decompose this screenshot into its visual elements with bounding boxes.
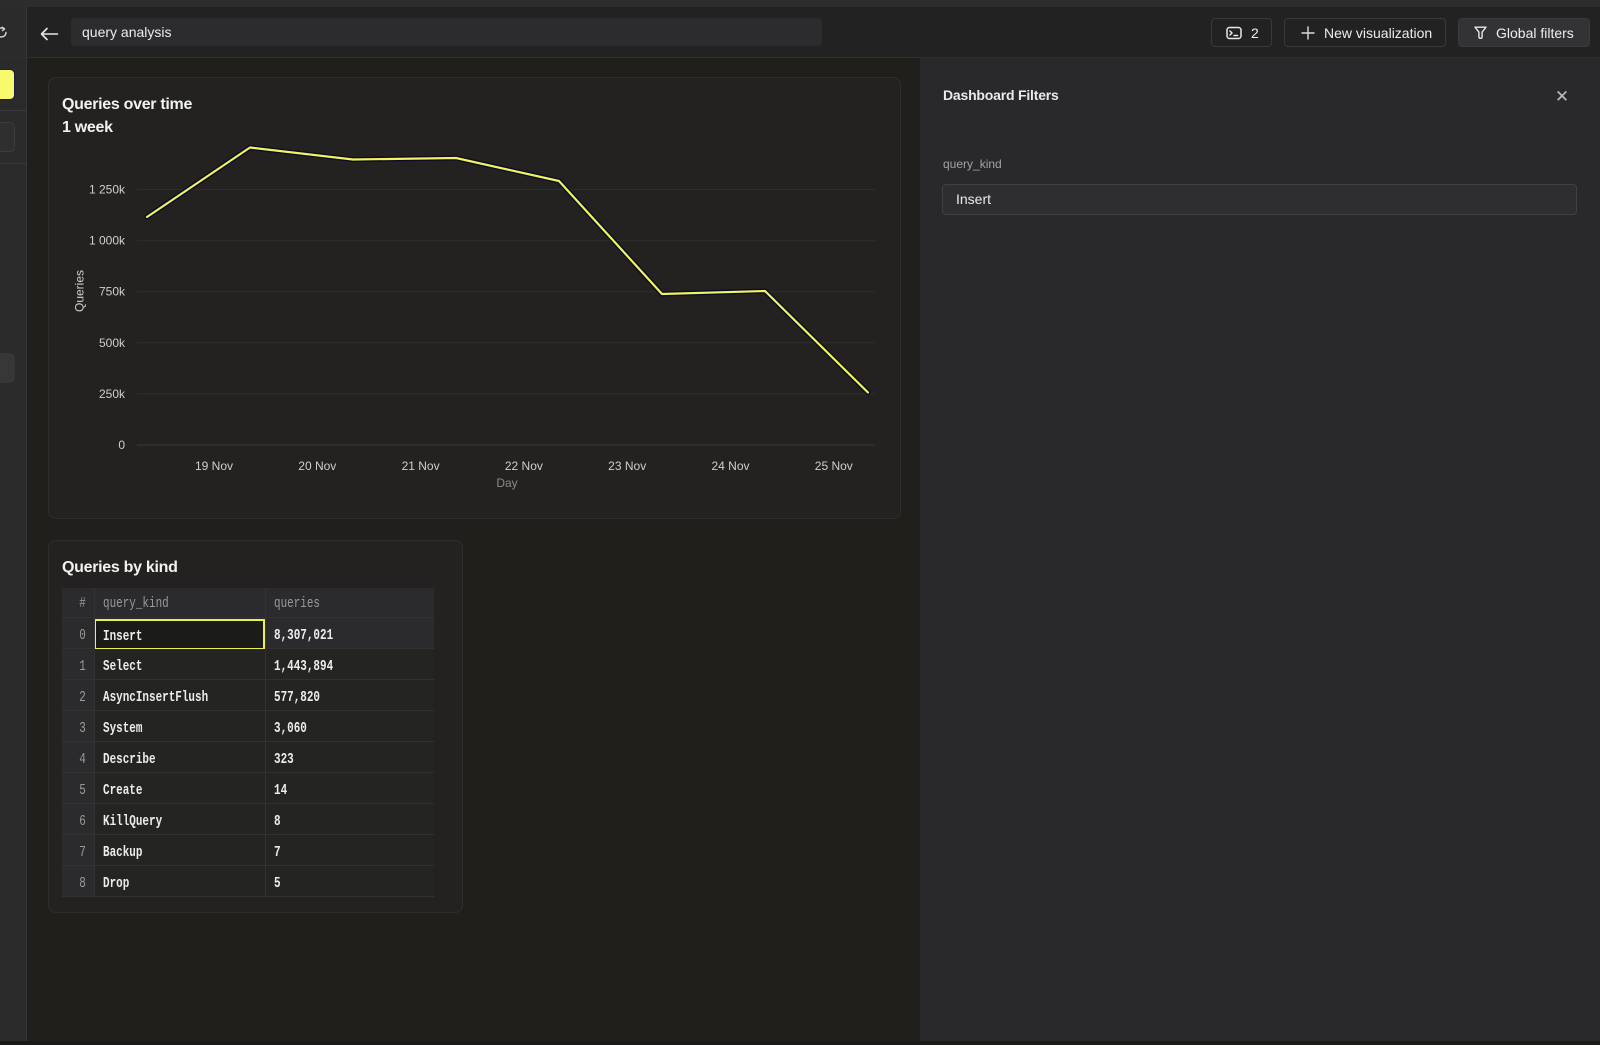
- svg-text:19 Nov: 19 Nov: [195, 459, 233, 473]
- svg-text:20 Nov: 20 Nov: [298, 459, 336, 473]
- svg-text:25 Nov: 25 Nov: [815, 459, 853, 473]
- svg-text:750k: 750k: [99, 285, 126, 299]
- svg-text:22 Nov: 22 Nov: [505, 459, 543, 473]
- svg-text:500k: 500k: [99, 336, 126, 350]
- svg-text:0: 0: [118, 438, 125, 452]
- svg-text:23 Nov: 23 Nov: [608, 459, 646, 473]
- svg-text:1 250k: 1 250k: [89, 183, 126, 197]
- svg-text:250k: 250k: [99, 387, 126, 401]
- svg-text:Day: Day: [496, 476, 517, 490]
- svg-text:Queries: Queries: [73, 270, 87, 312]
- svg-text:21 Nov: 21 Nov: [402, 459, 440, 473]
- svg-text:1 000k: 1 000k: [89, 234, 126, 248]
- svg-text:24 Nov: 24 Nov: [711, 459, 749, 473]
